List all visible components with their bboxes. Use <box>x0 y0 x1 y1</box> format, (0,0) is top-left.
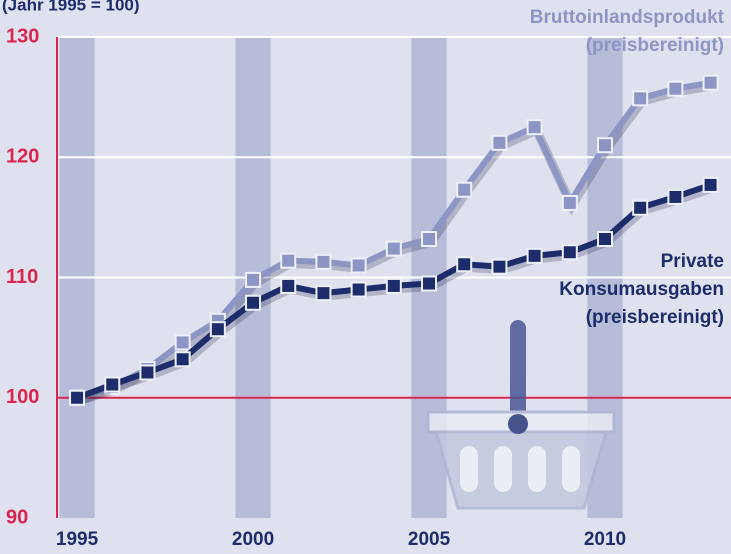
x-tick-label: 2010 <box>584 529 626 550</box>
point <box>457 257 471 271</box>
series-label: Private <box>661 251 724 272</box>
point <box>246 296 260 310</box>
x-tick-label: 2000 <box>232 529 274 550</box>
point <box>528 120 542 134</box>
point <box>492 136 506 150</box>
point <box>492 260 506 274</box>
series-label: Bruttoinlandsprodukt <box>530 7 725 28</box>
point <box>668 82 682 96</box>
point <box>246 273 260 287</box>
y-tick-label: 120 <box>6 146 39 168</box>
point <box>105 378 119 392</box>
point <box>528 249 542 263</box>
point <box>281 279 295 293</box>
point <box>422 232 436 246</box>
point <box>176 335 190 349</box>
point <box>387 279 401 293</box>
point <box>704 76 718 90</box>
point <box>633 91 647 105</box>
y-tick-label: 100 <box>6 386 39 408</box>
point <box>598 138 612 152</box>
point <box>176 352 190 366</box>
y-tick-label: 110 <box>6 266 38 288</box>
x-tick-label: 2005 <box>408 529 451 550</box>
point <box>316 255 330 269</box>
chart-title: (Jahr 1995 = 100) <box>2 0 140 14</box>
point <box>281 254 295 268</box>
point <box>704 178 718 192</box>
point <box>422 277 436 291</box>
point <box>598 232 612 246</box>
point <box>563 196 577 210</box>
point <box>387 242 401 256</box>
point <box>352 283 366 297</box>
series-label: (preisbereinigt) <box>586 307 724 328</box>
point <box>211 322 225 336</box>
y-tick-label: 90 <box>6 506 28 528</box>
series-label: (preisbereinigt) <box>586 35 724 56</box>
point <box>668 190 682 204</box>
point <box>633 201 647 215</box>
series-label: Konsumausgaben <box>559 279 724 300</box>
point <box>316 286 330 300</box>
point <box>352 258 366 272</box>
point <box>70 391 84 405</box>
point <box>140 365 154 379</box>
chart: (Jahr 1995 = 100) 1995 2000 2005 2010 90 100 1… <box>0 0 731 554</box>
point <box>563 245 577 259</box>
point <box>457 183 471 197</box>
y-tick-label: 130 <box>6 25 39 47</box>
x-tick-label: 1995 <box>56 529 99 550</box>
